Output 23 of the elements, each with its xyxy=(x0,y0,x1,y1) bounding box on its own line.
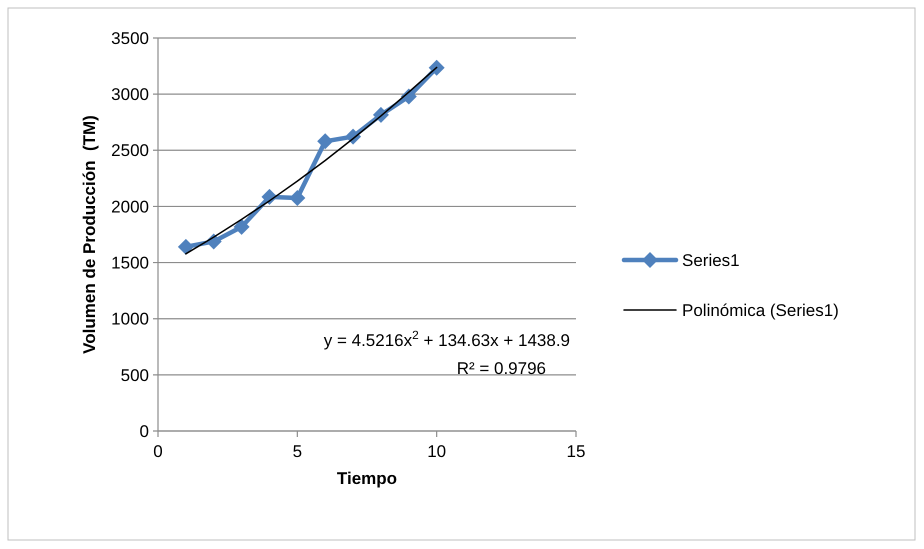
point xyxy=(178,238,194,255)
y-tick-label: 3000 xyxy=(111,85,149,104)
y-tick-label: 1500 xyxy=(111,254,149,273)
point xyxy=(234,218,250,235)
x-tick-label: 0 xyxy=(153,442,163,461)
annotation: R² = 0.9796 xyxy=(456,359,546,378)
annotation: y = 4.5216x$^{2}$ + 134.63x + 1438.9 xyxy=(324,328,570,350)
y-tick-label: 2500 xyxy=(111,141,149,160)
legend-label: Polinómica (Series1) xyxy=(682,300,839,320)
y-axis-title: Volumen de Producción (TM) xyxy=(80,115,99,354)
x-tick-label: 5 xyxy=(292,442,302,461)
x-axis-title: Tiempo xyxy=(336,469,398,488)
point xyxy=(289,190,306,206)
y-tick-label: 0 xyxy=(140,422,149,441)
x-tick-label: 10 xyxy=(427,442,446,461)
x-tick-label: 15 xyxy=(566,442,586,461)
y-tick-label: 2000 xyxy=(111,197,149,216)
legend-label: Series1 xyxy=(682,250,740,270)
y-tick-label: 1000 xyxy=(111,310,149,329)
point xyxy=(428,60,445,76)
point xyxy=(317,133,334,150)
y-tick-label: 500 xyxy=(120,366,149,385)
y-tick-label: 3500 xyxy=(111,28,149,48)
